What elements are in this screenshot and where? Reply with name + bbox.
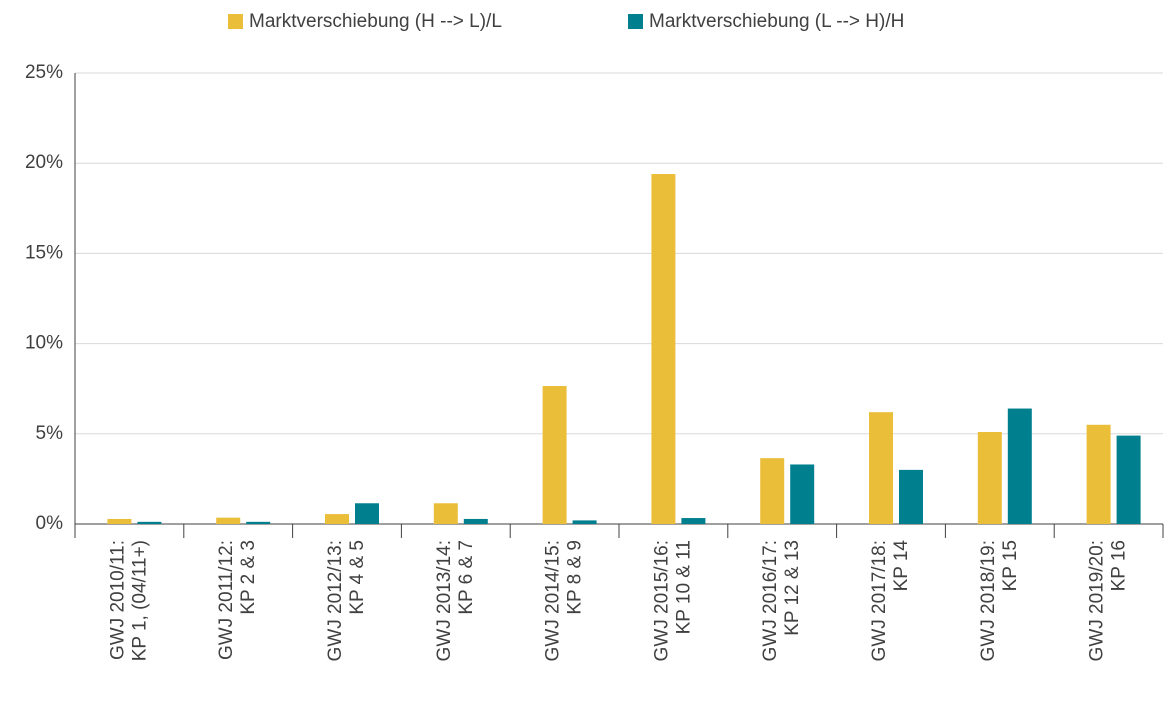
bar [760,458,785,524]
bar [542,385,567,524]
x-tick-label: GWJ 2018/19: [978,540,999,661]
bar [246,521,271,524]
bar [433,503,458,524]
x-tick-label: GWJ 2010/11: [107,540,128,660]
y-tick-label: 25% [25,62,63,83]
legend-swatch [628,14,643,29]
bar [1116,435,1141,524]
x-tick-label: GWJ 2015/16: [651,540,672,661]
x-tick-label: KP 12 & 13 [782,540,803,636]
bar [1086,424,1111,524]
y-tick-label: 0% [36,513,64,534]
x-tick-label: KP 10 & 11 [673,540,694,634]
bar [651,174,676,525]
x-tick-label: GWJ 2017/18: [869,540,890,661]
x-tick-label: KP 15 [1000,540,1021,591]
x-tick-label: KP 4 & 5 [347,540,368,615]
y-tick-label: 15% [25,242,63,263]
x-tick-label: KP 16 [1109,540,1130,591]
x-tick-label: GWJ 2019/20: [1087,540,1108,661]
x-tick-label: GWJ 2011/12: [216,540,237,660]
bar [325,514,349,524]
x-tick-label: GWJ 2016/17: [760,540,781,661]
x-tick-label: KP 2 & 3 [238,540,259,615]
x-tick-label: GWJ 2012/13: [325,540,346,661]
bar [681,518,706,524]
bar [107,518,132,524]
x-tick-label: GWJ 2013/14: [434,540,455,661]
legend-label: Marktverschiebung (L --> H)/H [649,11,904,32]
x-tick-label: KP 14 [891,540,912,592]
bar [463,518,488,524]
y-tick-label: 20% [25,152,63,173]
y-tick-label: 5% [36,423,64,444]
bar [977,431,1002,524]
x-tick-label: GWJ 2014/15: [543,540,564,661]
x-tick-label: KP 1, (04/11+) [129,540,150,661]
y-tick-label: 10% [25,333,63,354]
bar [137,521,162,524]
x-tick-label: KP 8 & 9 [565,540,586,615]
legend-swatch [228,14,243,29]
bar [869,412,893,524]
x-tick-label: KP 6 & 7 [456,540,477,615]
bar [1007,408,1032,524]
bar [899,469,923,524]
bar [572,520,597,524]
bar [790,464,815,524]
bar [216,517,241,524]
legend-label: Marktverschiebung (H --> L)/L [249,11,502,32]
bar [355,503,379,524]
